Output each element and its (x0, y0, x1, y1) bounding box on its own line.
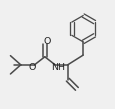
Text: NH: NH (51, 63, 64, 72)
Text: O: O (44, 37, 51, 46)
Text: O: O (28, 63, 35, 72)
